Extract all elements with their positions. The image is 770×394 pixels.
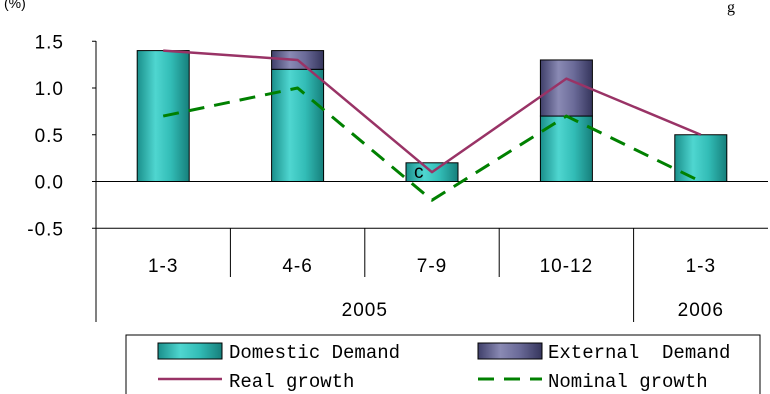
legend-swatch-domestic-demand [157,342,223,360]
legend-label-nominal-growth: Nominal growth [548,371,708,393]
y-tick-label: 0.0 [35,173,64,194]
year-label: 2005 [342,300,388,321]
y-tick-label: 1.5 [35,32,64,53]
legend-swatch-external-demand [477,342,543,360]
top-right-text: g [727,0,735,16]
legend-label-external-demand: External Demand [548,342,730,364]
bar-domestic-demand [271,68,325,182]
y-tick-label: -0.5 [27,219,64,240]
label-layer: 1.5 1.0 0.5 0.0 -0.5 1-3 4-6 7-9 10-12 1-3 2005 200… [27,32,724,321]
line-real-growth [163,49,702,174]
x-tick-label: 10-12 [540,256,594,277]
bar-annotation: c [414,162,425,183]
y-unit-label: (%) [4,0,26,11]
year-label: 2006 [678,300,724,321]
y-tick-label: 1.0 [35,79,64,100]
bar-layer [136,50,728,183]
legend-frame [125,334,761,394]
bar-domestic-demand [674,134,728,182]
x-tick-label: 4-6 [282,256,312,277]
x-tick-label: 1-3 [686,256,716,277]
line-layer [162,49,702,202]
legend-label-real-growth: Real growth [229,371,354,393]
x-tick-label: 7-9 [417,256,447,277]
legend: Domestic Demand External Demand Real gro… [125,334,761,394]
x-tick-label: 1-3 [148,256,178,277]
bar-external-demand [539,59,593,117]
line-nominal-growth [162,86,702,202]
y-tick-label: 0.5 [35,126,64,147]
legend-label-domestic-demand: Domestic Demand [229,342,400,364]
